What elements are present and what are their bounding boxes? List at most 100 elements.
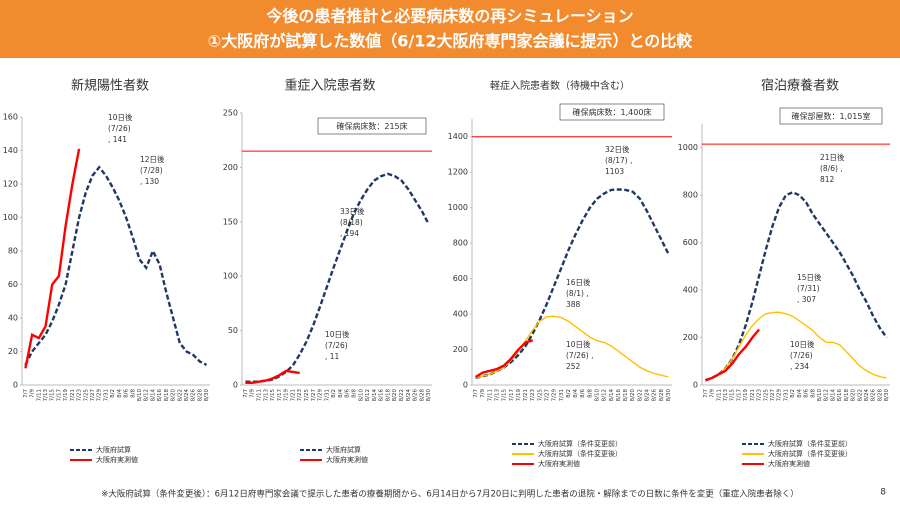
y-tick-label: 200: [223, 163, 238, 172]
x-tick-label: 7/7: [703, 389, 709, 398]
annotation: 1103: [605, 167, 624, 176]
annotation: 16日後: [566, 277, 591, 287]
y-tick-label: 20: [8, 347, 18, 356]
x-tick-label: 8/8: [810, 389, 816, 398]
x-tick-label: 7/23: [530, 389, 536, 402]
chart-title: 新規陽性者数: [71, 78, 149, 94]
annotation: (8/17) ,: [605, 156, 632, 165]
x-tick-label: 7/23: [77, 389, 83, 402]
annotation: (7/26): [108, 124, 131, 133]
x-tick-label: 8/2: [790, 389, 796, 398]
annotation: (8/1) ,: [566, 289, 589, 298]
x-tick-label: 7/17: [736, 389, 742, 402]
y-tick-label: 1200: [448, 168, 468, 177]
x-tick-label: 8/2: [110, 389, 116, 398]
x-tick-label: 8/8: [351, 389, 357, 398]
x-tick-label: 8/4: [117, 389, 123, 398]
x-tick-label: 8/28: [419, 389, 425, 402]
x-tick-label: 8/16: [379, 389, 385, 402]
y-tick-label: 0: [693, 381, 698, 390]
x-tick-label: 8/6: [804, 389, 810, 398]
y-tick-label: 0: [13, 381, 18, 390]
x-tick-label: 7/11: [716, 389, 722, 401]
x-tick-label: 7/25: [763, 389, 769, 402]
x-tick-label: 8/24: [645, 389, 651, 402]
x-tick-label: 8/28: [877, 389, 883, 402]
annotation: 15日後: [797, 272, 822, 282]
x-tick-label: 7/15: [730, 389, 736, 402]
x-tick-label: 7/29: [552, 389, 558, 402]
legend-label: 大阪府試算: [326, 445, 361, 454]
x-tick-label: 7/19: [743, 389, 749, 402]
y-tick-label: 800: [453, 239, 468, 248]
x-tick-label: 7/31: [559, 389, 565, 401]
x-tick-label: 8/20: [630, 389, 636, 402]
y-tick-label: 250: [223, 109, 238, 118]
x-tick-label: 8/22: [177, 389, 183, 401]
annotation: , 194: [340, 229, 359, 238]
y-tick-label: 80: [8, 247, 18, 256]
x-tick-label: 7/15: [50, 389, 56, 402]
y-tick-label: 120: [3, 180, 18, 189]
x-tick-label: 8/16: [157, 389, 163, 402]
x-tick-label: 7/9: [30, 389, 36, 398]
x-tick-label: 7/29: [777, 389, 783, 402]
annotation: (7/26) ,: [566, 351, 593, 360]
annotation: (8/6) ,: [820, 164, 843, 173]
x-tick-label: 8/26: [413, 389, 419, 402]
x-tick-label: 7/23: [297, 389, 303, 402]
annotation: 10日後: [790, 339, 815, 349]
y-tick-label: 100: [3, 213, 18, 222]
x-tick-label: 7/7: [243, 389, 249, 398]
x-tick-label: 8/4: [573, 389, 579, 398]
x-tick-label: 8/14: [150, 389, 156, 402]
x-tick-label: 8/12: [602, 389, 608, 401]
x-tick-label: 8/2: [566, 389, 572, 398]
chart-title: 重症入院患者数: [284, 78, 375, 94]
series-line: [245, 369, 300, 384]
x-tick-label: 7/7: [23, 389, 29, 398]
annotation: 21日後: [820, 152, 845, 162]
header-title: 今後の患者推計と必要病床数の再シミュレーション: [265, 7, 633, 26]
annotation: (7/26): [790, 351, 813, 360]
y-tick-label: 50: [228, 326, 238, 335]
series-line: [474, 339, 534, 379]
x-tick-label: 7/23: [757, 389, 763, 402]
x-tick-label: 7/15: [270, 389, 276, 402]
y-tick-label: 0: [463, 381, 468, 390]
x-tick-label: 7/25: [537, 389, 543, 402]
x-tick-label: 8/24: [184, 389, 190, 402]
x-tick-label: 7/9: [480, 389, 486, 398]
x-tick-label: 7/11: [36, 389, 42, 401]
footnote: ※大阪府試算（条件変更後）：6月12日府専門家会議で提示した患者の療養期間から、…: [101, 489, 799, 500]
x-tick-label: 7/21: [290, 389, 296, 401]
x-tick-label: 8/14: [609, 389, 615, 402]
x-tick-label: 8/12: [144, 389, 150, 401]
x-tick-label: 8/30: [426, 389, 432, 402]
y-tick-label: 600: [683, 238, 698, 247]
x-tick-label: 8/10: [595, 389, 601, 402]
annotation: (7/31): [797, 284, 820, 293]
x-tick-label: 8/14: [372, 389, 378, 402]
header-title: ①大阪府が試算した数値（6/12大阪府専門家会議に提示）との比較: [208, 32, 694, 51]
x-tick-label: 8/6: [124, 389, 130, 398]
series-line: [245, 172, 430, 383]
x-tick-label: 8/28: [659, 389, 665, 402]
x-tick-label: 7/13: [263, 389, 269, 402]
x-tick-label: 8/16: [837, 389, 843, 402]
reference-label: 確保病床数：215床: [336, 121, 407, 131]
y-tick-label: 1000: [678, 143, 698, 152]
annotation: , 234: [790, 362, 809, 371]
y-tick-label: 200: [683, 333, 698, 342]
x-tick-label: 8/22: [637, 389, 643, 401]
y-tick-label: 400: [453, 310, 468, 319]
annotation: (7/26): [325, 341, 348, 350]
annotation: (8/18): [340, 218, 363, 227]
x-tick-label: 8/16: [616, 389, 622, 402]
x-tick-label: 8/26: [652, 389, 658, 402]
x-tick-label: 7/13: [495, 389, 501, 402]
y-tick-label: 600: [453, 274, 468, 283]
legend-label: 大阪府試算（条件変更後）: [538, 449, 622, 458]
header-band: [0, 0, 900, 58]
